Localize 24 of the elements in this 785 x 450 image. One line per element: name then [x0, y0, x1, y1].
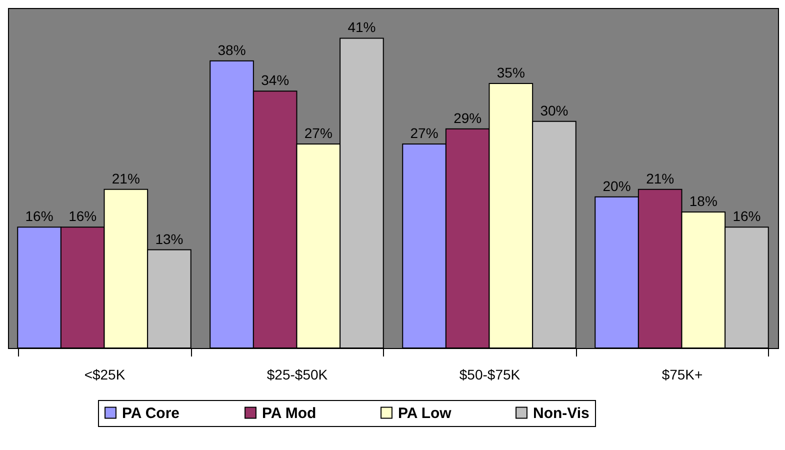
data-label: 16%	[25, 208, 54, 224]
data-label: 16%	[68, 208, 97, 224]
data-label: 21%	[646, 170, 674, 186]
data-label: 27%	[410, 125, 438, 141]
data-label: 18%	[689, 193, 718, 209]
x-tick-label: $75K+	[662, 366, 703, 382]
data-label: 13%	[155, 230, 184, 247]
data-label: 21%	[112, 170, 140, 186]
data-label: 16%	[732, 208, 761, 224]
x-tick-label: <$25K	[84, 366, 126, 382]
data-label: 30%	[540, 102, 568, 118]
data-label: 20%	[602, 178, 631, 194]
x-tick-label: $50-$75K	[459, 366, 521, 382]
data-label: 27%	[304, 125, 332, 141]
data-label: 29%	[454, 110, 482, 126]
legend-label: PA Mod	[262, 404, 316, 422]
legend-label: PA Core	[122, 404, 180, 422]
data-label: 38%	[218, 42, 246, 58]
data-label: 41%	[348, 19, 376, 36]
legend-label: Non-Vis	[533, 404, 590, 422]
data-label: 35%	[496, 64, 525, 81]
x-tick-label: $25-$50K	[266, 366, 328, 382]
legend-label: PA Low	[398, 404, 452, 422]
data-label: 34%	[261, 72, 290, 88]
